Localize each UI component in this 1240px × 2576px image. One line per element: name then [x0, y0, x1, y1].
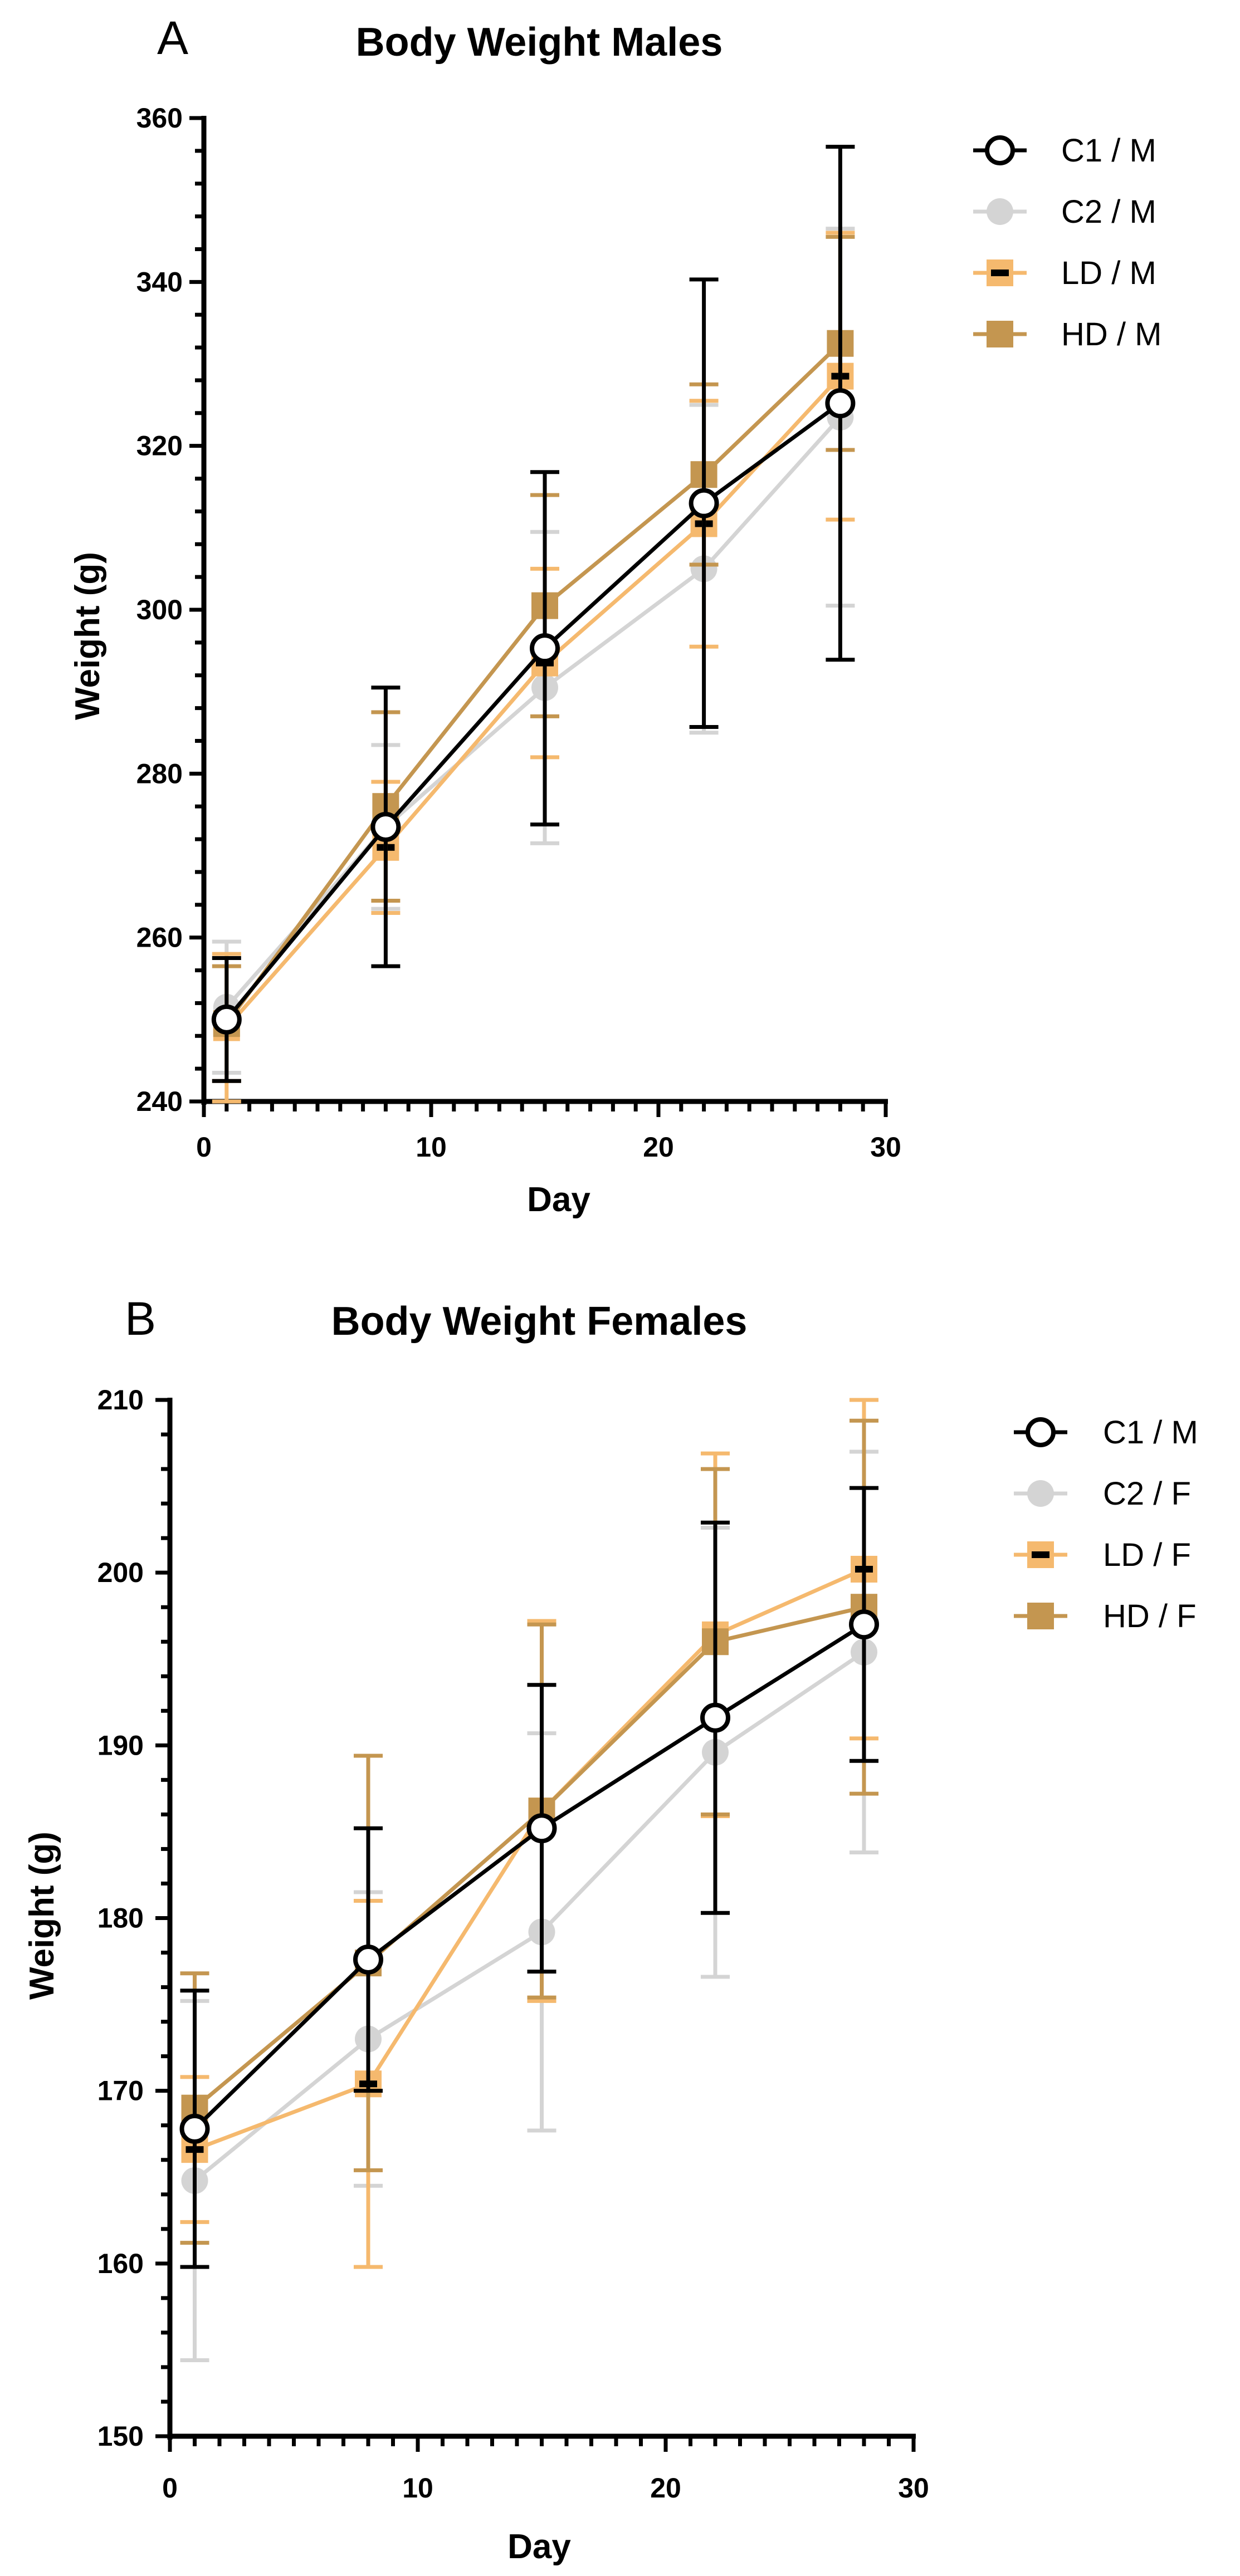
y-tick-label: 360	[136, 102, 183, 134]
y-axis-label-b: Weight (g)	[23, 1831, 61, 2000]
chart-panel-a: A Body Weight Males Day Weight (g) 240 26…	[69, 12, 1161, 1219]
chart-title-a: Body Weight Males	[356, 20, 723, 65]
y-tick-label: 200	[97, 1557, 144, 1588]
series-c2-f	[180, 1449, 878, 2363]
y-tick-label: 210	[97, 1384, 144, 1416]
legend-label: C2 / M	[1061, 194, 1156, 230]
y-tick-label: 150	[97, 2421, 144, 2452]
y-axis-label-a: Weight (g)	[69, 552, 107, 720]
data-point	[211, 1004, 242, 1035]
legend-marker	[987, 321, 1013, 347]
y-tick-label: 180	[97, 1903, 144, 1934]
data-point	[689, 488, 719, 518]
x-tick-label: 10	[416, 1132, 447, 1163]
x-tick-label: 30	[870, 1132, 901, 1163]
y-tick-label: 190	[97, 1730, 144, 1761]
x-axis-label-a: Day	[527, 1181, 590, 1219]
legend-label: HD / F	[1103, 1598, 1197, 1634]
legend-marker	[1027, 1480, 1054, 1507]
legend-item: HD / M	[973, 316, 1161, 352]
x-tick-label: 0	[196, 1132, 212, 1163]
series-line	[194, 1567, 865, 2152]
y-tick-label: 280	[136, 758, 183, 789]
x-tick-label: 20	[650, 2472, 681, 2504]
series-ld-m	[212, 231, 855, 1104]
data-point	[526, 1813, 557, 1844]
series-layer-a	[211, 145, 856, 1104]
legend-item: LD / F	[1014, 1537, 1191, 1573]
legend-label: C2 / F	[1103, 1476, 1191, 1512]
chart-title-b: Body Weight Females	[331, 1299, 748, 1344]
data-point	[353, 1944, 383, 1975]
series-line	[193, 1623, 865, 2131]
x-tick-label: 0	[162, 2472, 178, 2504]
legend-label: C1 / M	[1103, 1414, 1198, 1451]
legend-item: C1 / M	[973, 133, 1156, 169]
x-axis-label-b: Day	[507, 2528, 571, 2566]
series-c1-m	[211, 145, 856, 1083]
series-c1-m	[179, 1486, 879, 2269]
data-point	[825, 388, 856, 419]
legend-marker	[1027, 1603, 1054, 1629]
axes-b: 150 160 170 180 190 200 210 0 10 20 30	[97, 1384, 929, 2504]
data-point	[530, 633, 560, 664]
y-tick-label: 300	[136, 594, 183, 625]
legend-marker	[987, 198, 1013, 225]
data-point	[849, 1609, 879, 1640]
data-point	[370, 811, 401, 842]
legend-item: C1 / M	[1014, 1414, 1198, 1451]
x-tick-label: 10	[402, 2472, 433, 2504]
axes-a: 240 260 280 300 320 340 360 0 10 20 30	[136, 102, 901, 1163]
x-tick-label: 20	[643, 1132, 674, 1163]
legend-marker-dash	[1032, 1551, 1049, 1558]
legend-item: C2 / M	[973, 194, 1156, 230]
legend-label: C1 / M	[1061, 133, 1156, 169]
legend-item: HD / F	[1014, 1598, 1197, 1634]
legend-label: LD / M	[1061, 255, 1156, 291]
legend-item: LD / M	[973, 255, 1156, 291]
panel-label-a: A	[157, 12, 188, 64]
legend-b: C1 / M C2 / F LD / F HD / F	[1014, 1414, 1198, 1634]
y-tick-label: 340	[136, 266, 183, 297]
y-tick-label: 170	[97, 2075, 144, 2107]
legend-label: HD / M	[1061, 316, 1161, 352]
data-point	[179, 2113, 210, 2144]
legend-item: C2 / F	[1014, 1476, 1191, 1512]
y-tick-label: 240	[136, 1086, 183, 1117]
legend-marker	[1026, 1417, 1056, 1447]
legend-marker-dash	[991, 270, 1009, 276]
legend-a: C1 / M C2 / M LD / M HD / M	[973, 133, 1161, 352]
legend-marker	[985, 135, 1015, 165]
y-tick-label: 260	[136, 922, 183, 953]
y-tick-label: 160	[97, 2248, 144, 2279]
data-point	[700, 1702, 730, 1733]
series-layer-b	[179, 1398, 879, 2363]
series-line	[225, 415, 842, 1009]
chart-panel-b: B Body Weight Females Day Weight (g) 150…	[23, 1292, 1198, 2566]
y-tick-label: 320	[136, 430, 183, 462]
panel-label-b: B	[125, 1292, 156, 1345]
legend-label: LD / F	[1103, 1537, 1191, 1573]
x-tick-label: 30	[898, 2472, 929, 2504]
